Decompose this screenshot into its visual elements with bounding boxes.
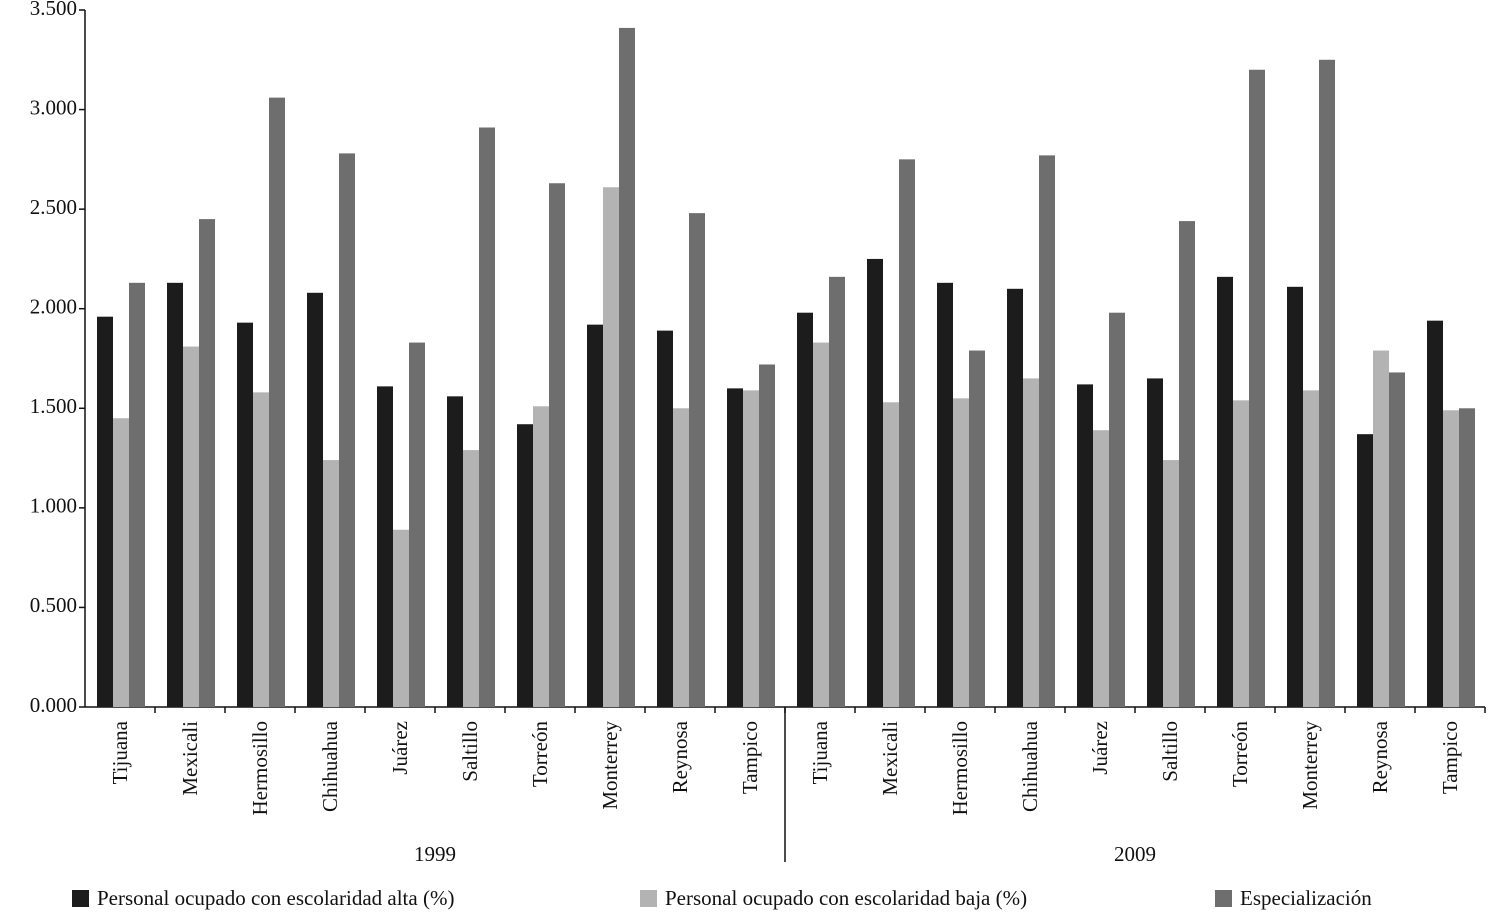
bar xyxy=(533,406,549,707)
bar xyxy=(393,529,409,707)
x-tick-label: Torreón xyxy=(1228,721,1252,788)
x-tick-label: Saltillo xyxy=(458,721,482,782)
bar xyxy=(1443,410,1459,707)
x-tick-label: Monterrey xyxy=(598,721,622,810)
x-tick-label: Chihuahua xyxy=(1018,720,1042,812)
x-tick-label: Saltillo xyxy=(1158,721,1182,782)
legend-label: Personal ocupado con escolaridad baja (%… xyxy=(665,886,1027,910)
bar xyxy=(1357,434,1373,707)
bar xyxy=(269,97,285,707)
bar xyxy=(829,276,845,707)
bar xyxy=(1039,155,1055,708)
group-label: 2009 xyxy=(1114,842,1156,866)
legend-swatch xyxy=(640,890,657,907)
x-tick-label: Tijuana xyxy=(808,720,832,784)
bar xyxy=(1147,378,1163,707)
bar xyxy=(673,408,689,707)
bar xyxy=(1233,400,1249,707)
bar xyxy=(899,159,915,707)
bar xyxy=(377,386,393,707)
bar xyxy=(307,292,323,707)
bar xyxy=(199,219,215,707)
y-tick-label: 1.500 xyxy=(30,394,77,418)
bar xyxy=(619,27,635,708)
bar xyxy=(1093,430,1109,707)
y-tick-label: 2.000 xyxy=(30,295,77,319)
x-tick-label: Tijuana xyxy=(108,720,132,784)
group-label: 1999 xyxy=(414,842,456,866)
bar xyxy=(587,324,603,707)
bar xyxy=(447,396,463,707)
bar xyxy=(1249,69,1265,707)
bar xyxy=(727,388,743,707)
x-tick-label: Tampico xyxy=(1438,721,1462,794)
bar xyxy=(479,127,495,708)
x-tick-label: Monterrey xyxy=(1298,721,1322,810)
bar xyxy=(1303,390,1319,707)
x-tick-label: Chihuahua xyxy=(318,720,342,812)
x-tick-label: Juárez xyxy=(388,721,412,775)
bar xyxy=(1077,384,1093,707)
x-tick-label: Tampico xyxy=(738,721,762,794)
legend-swatch xyxy=(1215,890,1232,907)
bar xyxy=(1007,288,1023,707)
bar xyxy=(253,392,269,707)
bar xyxy=(797,312,813,707)
bar xyxy=(743,390,759,707)
bar xyxy=(1163,460,1179,707)
bar xyxy=(1427,320,1443,707)
bar xyxy=(883,402,899,707)
bar xyxy=(339,153,355,707)
bar xyxy=(1109,312,1125,707)
bar xyxy=(1319,59,1335,708)
legend-label: Especialización xyxy=(1240,886,1372,910)
bar xyxy=(813,342,829,707)
bar xyxy=(1459,408,1475,707)
bar xyxy=(969,350,985,707)
y-tick-label: 3.000 xyxy=(30,95,77,119)
bar xyxy=(867,258,883,707)
bar xyxy=(113,418,129,707)
x-tick-label: Torreón xyxy=(528,721,552,788)
bar xyxy=(1287,286,1303,707)
x-tick-label: Mexicali xyxy=(878,721,902,796)
x-tick-label: Mexicali xyxy=(178,721,202,796)
y-tick-label: 3.500 xyxy=(30,0,77,20)
x-tick-label: Hermosillo xyxy=(248,721,272,816)
bar xyxy=(97,316,113,707)
bar xyxy=(1217,276,1233,707)
y-tick-label: 0.000 xyxy=(30,693,77,717)
bar xyxy=(323,460,339,707)
bar xyxy=(1023,378,1039,707)
bar xyxy=(409,342,425,707)
bar xyxy=(183,346,199,707)
x-tick-label: Reynosa xyxy=(668,720,692,793)
bar xyxy=(517,424,533,707)
bar xyxy=(689,213,705,707)
y-tick-label: 2.500 xyxy=(30,195,77,219)
x-tick-label: Reynosa xyxy=(1368,720,1392,793)
y-tick-label: 1.000 xyxy=(30,494,77,518)
legend-swatch xyxy=(72,890,89,907)
bar xyxy=(937,282,953,707)
x-tick-label: Juárez xyxy=(1088,721,1112,775)
bar xyxy=(1373,350,1389,707)
bar xyxy=(1389,372,1405,707)
bar xyxy=(603,187,619,708)
bar xyxy=(463,450,479,707)
bar xyxy=(953,398,969,707)
y-tick-label: 0.500 xyxy=(30,593,77,617)
legend-label: Personal ocupado con escolaridad alta (%… xyxy=(97,886,454,910)
bar xyxy=(549,183,565,708)
bar xyxy=(129,282,145,707)
bar xyxy=(237,322,253,707)
x-tick-label: Hermosillo xyxy=(948,721,972,816)
bar xyxy=(1179,221,1195,707)
bar xyxy=(759,364,775,707)
bar xyxy=(657,330,673,707)
bar xyxy=(167,282,183,707)
